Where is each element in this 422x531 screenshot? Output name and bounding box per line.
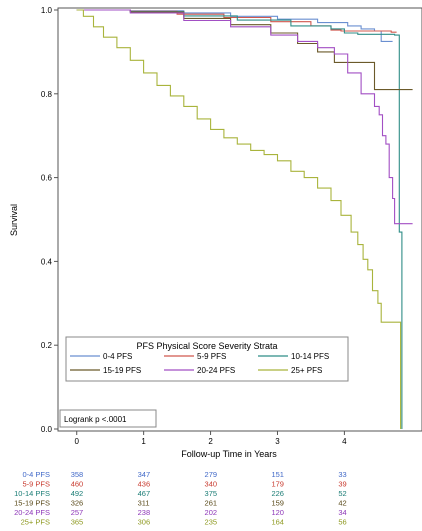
risk-count: 235	[205, 518, 218, 527]
risk-count: 261	[205, 499, 218, 508]
risk-count: 365	[71, 518, 84, 527]
risk-count: 159	[271, 499, 284, 508]
risk-row-label: 25+ PFS	[21, 518, 50, 527]
risk-row-label: 15-19 PFS	[14, 499, 50, 508]
risk-count: 164	[271, 518, 284, 527]
risk-count: 179	[271, 480, 284, 489]
legend-entry: 15-19 PFS	[103, 366, 141, 375]
risk-count: 151	[271, 470, 284, 479]
risk-count: 39	[338, 480, 346, 489]
risk-count: 358	[71, 470, 84, 479]
y-tick-label: 0.2	[41, 341, 53, 350]
risk-count: 34	[338, 508, 346, 517]
y-axis-label: Survival	[9, 204, 19, 236]
risk-count: 460	[71, 480, 84, 489]
y-tick-label: 0.4	[41, 257, 53, 266]
risk-count: 120	[271, 508, 284, 517]
risk-count: 226	[271, 489, 284, 498]
risk-count: 257	[71, 508, 84, 517]
risk-count: 56	[338, 518, 346, 527]
risk-count: 202	[205, 508, 218, 517]
risk-count: 42	[338, 499, 346, 508]
legend-entry: 5-9 PFS	[197, 352, 226, 361]
x-tick-label: 2	[208, 437, 213, 446]
series-line-3	[76, 9, 413, 91]
risk-count: 311	[138, 499, 150, 508]
plot-frame	[57, 7, 422, 432]
risk-count: 238	[138, 508, 151, 517]
x-axis-label: Follow-up Time in Years	[181, 449, 277, 459]
risk-table: 0-4 PFS 358 347 279 151 33 5-9 PFS 460 436 340 179…	[14, 470, 347, 527]
legend-entry: 20-24 PFS	[197, 366, 235, 375]
x-tick-label: 4	[342, 437, 347, 446]
risk-count: 492	[71, 489, 84, 498]
legend-entry: 0-4 PFS	[103, 352, 132, 361]
legend-title: PFS Physical Score Severity Strata	[136, 341, 277, 351]
x-tick-label: 1	[141, 437, 146, 446]
risk-count: 347	[138, 470, 151, 479]
risk-count: 375	[205, 489, 218, 498]
risk-count: 326	[71, 499, 84, 508]
risk-row-label: 10-14 PFS	[14, 489, 50, 498]
risk-count: 33	[338, 470, 346, 479]
legend-entry: 25+ PFS	[291, 366, 322, 375]
legend-items: 0-4 PFS 5-9 PFS 10-14 PFS 15-19 PFS 20-24 PF…	[70, 352, 329, 375]
series-line-1	[76, 9, 397, 33]
logrank-text: Logrank p <.0001	[64, 415, 127, 424]
risk-count: 340	[205, 480, 218, 489]
series-line-4	[76, 9, 413, 225]
logrank-box: Logrank p <.0001	[59, 409, 157, 428]
risk-count: 436	[138, 480, 151, 489]
risk-row-label: 5-9 PFS	[22, 480, 50, 489]
legend: PFS Physical Score Severity Strata 0-4 P…	[65, 336, 349, 382]
risk-count: 279	[205, 470, 218, 479]
x-tick-label: 3	[275, 437, 280, 446]
legend-entry: 10-14 PFS	[291, 352, 329, 361]
x-tick-label: 0	[75, 437, 80, 446]
x-axis: 0 1 2 3 4	[75, 431, 347, 446]
y-axis: 0.0 0.2 0.4 0.6 0.8 1.0	[41, 6, 58, 434]
logrank-frame	[59, 409, 157, 428]
y-tick-label: 0.6	[41, 174, 53, 183]
risk-row-label: 0-4 PFS	[22, 470, 50, 479]
series-line-0	[76, 9, 393, 42]
series-group	[76, 9, 413, 429]
legend-box	[65, 336, 349, 382]
y-tick-label: 1.0	[41, 6, 53, 15]
risk-count: 467	[138, 489, 151, 498]
y-tick-label: 0.8	[41, 90, 53, 99]
risk-count: 52	[338, 489, 346, 498]
risk-row-label: 20-24 PFS	[14, 508, 50, 517]
risk-count: 306	[138, 518, 151, 527]
y-tick-label: 0.0	[41, 425, 53, 434]
series-line-5	[76, 9, 402, 429]
